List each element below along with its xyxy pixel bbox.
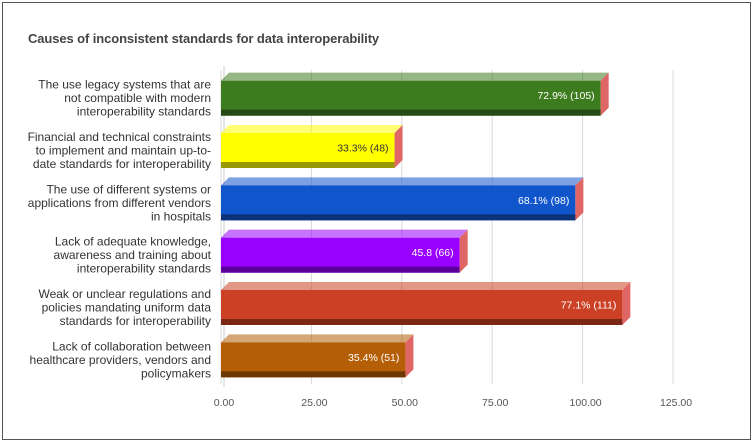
- x-tick-label: 50.00: [392, 397, 418, 409]
- category-label-line: The use of different systems or: [46, 182, 211, 196]
- bar-top-face: [221, 177, 584, 186]
- category-label: Financial and technical constraints to im…: [28, 130, 211, 171]
- category-label-line: not compatible with modern: [64, 91, 211, 105]
- category-label-line: awareness and training about: [54, 248, 212, 262]
- category-label-line: Lack of adequate knowledge,: [55, 235, 211, 249]
- bar-shadow-band: [221, 162, 395, 168]
- data-label: 72.9% (105): [537, 90, 594, 102]
- category-label: The use legacy systems that are not compa…: [38, 78, 211, 119]
- bar-shadow-band: [221, 319, 623, 325]
- bar-side-face: [622, 282, 631, 325]
- bar-shadow-band: [221, 214, 576, 221]
- bar-side-face: [394, 125, 403, 168]
- category-label-line: Financial and technical constraints: [28, 130, 211, 144]
- category-label-line: Lack of collaboration between: [52, 339, 211, 353]
- bar-top-face: [221, 229, 468, 238]
- bar-side-face: [459, 229, 468, 273]
- category-label-line: in hospitals: [151, 209, 211, 223]
- data-label: 68.1% (98): [518, 195, 569, 207]
- bar-top-face: [221, 334, 414, 343]
- bar-shadow-band: [221, 266, 460, 273]
- category-label-line: standards for interoperability: [60, 314, 211, 328]
- category-label-line: policies mandating uniform data: [42, 301, 212, 315]
- category-label-line: interoperability standards: [77, 262, 211, 276]
- data-label: 45.8 (66): [412, 247, 454, 259]
- category-label: Lack of collaboration between healthcare …: [30, 339, 211, 380]
- bar-top-face: [221, 72, 609, 81]
- chart-title: Causes of inconsistent standards for dat…: [28, 31, 380, 46]
- category-label: Weak or unclear regulations and policies …: [38, 287, 211, 328]
- bar-side-face: [575, 177, 584, 221]
- x-tick-label: 100.00: [570, 397, 602, 409]
- category-label: Lack of adequate knowledge, awareness and…: [54, 235, 212, 276]
- category-label-line: date standards for interoperability: [33, 157, 211, 171]
- bar-side-face: [600, 72, 609, 116]
- data-label: 33.3% (48): [337, 143, 388, 155]
- bar-top-face: [221, 282, 631, 290]
- x-tick-label: 125.00: [660, 397, 692, 409]
- data-label: 35.4% (51): [348, 352, 399, 364]
- category-label-line: The use legacy systems that are: [38, 78, 211, 92]
- bar-side-face: [405, 334, 414, 378]
- x-tick-label: 25.00: [301, 397, 327, 409]
- category-label-line: to implement and maintain up-to-: [36, 144, 211, 158]
- category-label-line: Weak or unclear regulations and: [38, 287, 211, 301]
- x-tick-label: 75.00: [482, 397, 508, 409]
- category-label-line: applications from different vendors: [28, 196, 211, 210]
- bar-top-face: [221, 125, 403, 133]
- bar-shadow-band: [221, 371, 406, 378]
- category-label-line: interoperability standards: [77, 105, 211, 119]
- data-label: 77.1% (111): [561, 300, 617, 312]
- category-label: The use of different systems or applicati…: [28, 182, 211, 223]
- category-label-line: policymakers: [141, 366, 211, 380]
- x-tick-label: 0.00: [214, 397, 235, 409]
- bar-shadow-band: [221, 109, 601, 116]
- category-label-line: healthcare providers, vendors and: [30, 353, 211, 367]
